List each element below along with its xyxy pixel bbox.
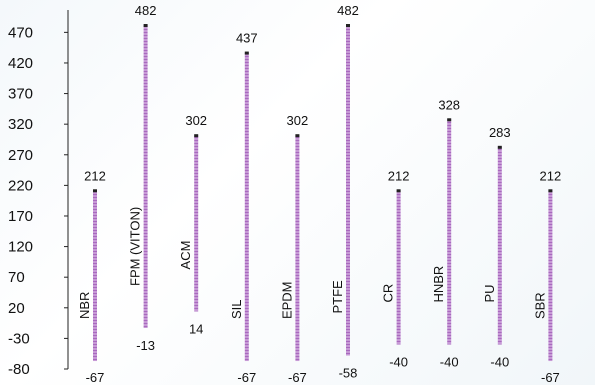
range-bar [548, 190, 553, 362]
range-bar-cap [295, 134, 300, 138]
range-bar [447, 119, 452, 345]
category-label: HNBR [431, 266, 446, 303]
min-value-label: -58 [339, 366, 358, 381]
y-tick-label: 120 [8, 239, 33, 256]
y-tick-label: 420 [8, 55, 33, 72]
max-value-label: 482 [337, 3, 359, 18]
max-value-label: 212 [84, 168, 106, 183]
range-bar-cap [497, 145, 502, 149]
category-label: ACM [178, 241, 193, 270]
range-bar-cap [346, 24, 350, 28]
category-label: NBR [77, 292, 92, 319]
range-bar-cap [244, 51, 249, 55]
min-value-label: -67 [541, 370, 560, 385]
category-label: EPDM [279, 281, 294, 319]
y-tick-label: 70 [8, 269, 25, 286]
range-bar [244, 52, 249, 362]
max-value-label: 212 [388, 168, 410, 183]
range-bar [497, 146, 502, 345]
range-bar [396, 190, 401, 345]
min-value-label: -67 [288, 370, 307, 385]
range-bar [194, 135, 199, 312]
range-bar [93, 190, 97, 362]
min-value-label: -13 [136, 338, 155, 353]
max-value-label: 212 [540, 168, 562, 183]
max-value-label: 328 [438, 97, 460, 112]
max-value-label: 437 [236, 31, 258, 46]
range-bar-cap [194, 134, 199, 138]
y-tick-label: 20 [8, 300, 25, 317]
category-label: SIL [229, 300, 244, 320]
range-bar-cap [396, 189, 401, 193]
category-label: PU [482, 284, 497, 302]
range-bar-cap [447, 118, 452, 122]
min-value-label: -40 [389, 355, 408, 370]
y-tick-label: 170 [8, 208, 33, 225]
range-bar-cap [93, 189, 97, 193]
min-value-label: -40 [490, 355, 509, 370]
range-bar-cap [548, 189, 553, 193]
category-label: SBR [532, 292, 547, 319]
y-tick-label: 220 [8, 177, 33, 194]
range-bar-cap [143, 24, 148, 28]
max-value-label: 302 [287, 113, 309, 128]
max-value-label: 302 [185, 113, 207, 128]
max-value-label: 482 [135, 3, 157, 18]
y-tick-label: 270 [8, 147, 33, 164]
range-bar [346, 25, 350, 356]
y-tick-label: -80 [8, 361, 30, 378]
y-tick-label: -30 [8, 330, 30, 347]
y-tick-label: 370 [8, 86, 33, 103]
min-value-label: -67 [86, 370, 105, 385]
min-value-label: 14 [189, 321, 203, 336]
category-label: CR [381, 284, 396, 303]
category-label: FPM (VITON) [128, 207, 143, 286]
y-tick-label: 470 [8, 24, 33, 41]
range-bar [143, 25, 148, 328]
y-tick-label: 320 [8, 116, 33, 133]
category-label: PTFE [330, 280, 345, 314]
range-bar [295, 135, 300, 362]
min-value-label: -67 [237, 370, 256, 385]
min-value-label: -40 [440, 355, 459, 370]
max-value-label: 283 [489, 125, 511, 140]
